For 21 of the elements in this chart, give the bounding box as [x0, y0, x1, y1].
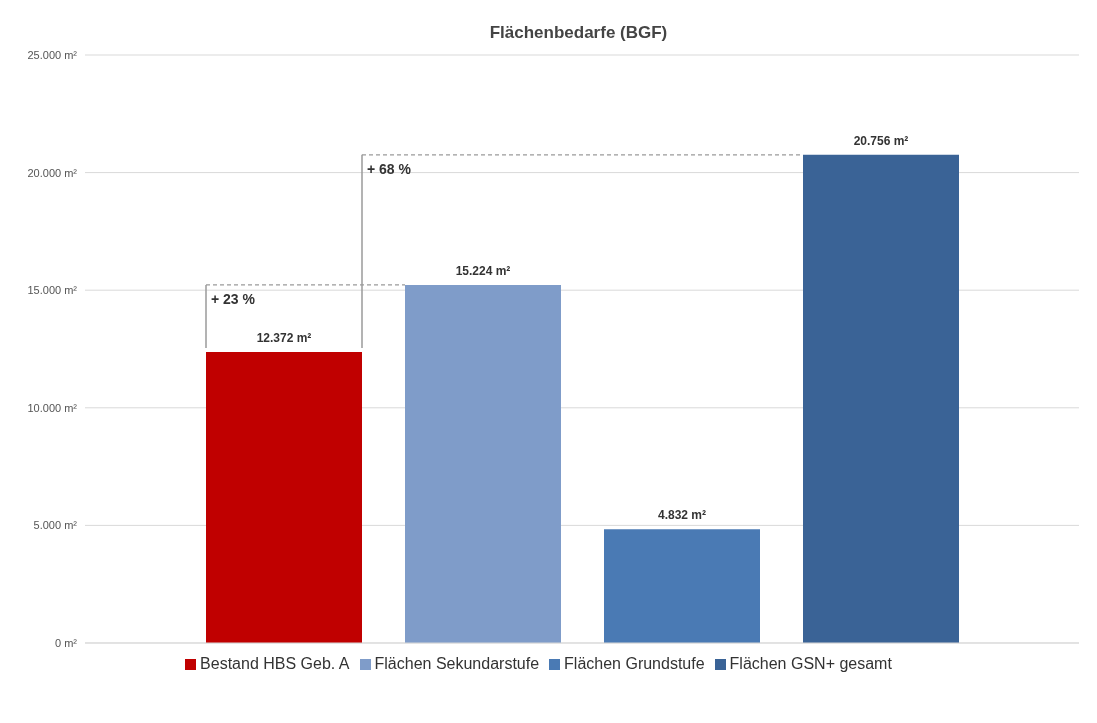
- bar: [405, 284, 561, 643]
- y-tick-label: 20.000 m²: [27, 166, 78, 179]
- bar: [604, 529, 760, 643]
- annotation: + 23 %: [211, 290, 256, 307]
- data-label: 4.832 m²: [657, 508, 707, 523]
- data-label: 20.756 m²: [853, 133, 909, 148]
- y-tick-label: 10.000 m²: [27, 401, 78, 414]
- chart-title: Flächenbedarfe (BGF): [489, 23, 668, 42]
- data-label: 15.224 m²: [455, 263, 511, 278]
- y-tick-label: 0 m²: [55, 636, 78, 649]
- y-tick-label: 25.000 m²: [27, 48, 78, 61]
- annotation: + 68 %: [367, 160, 412, 177]
- y-tick-label: 5.000 m²: [33, 519, 78, 532]
- legend-label: Flächen Grundstufe: [564, 655, 705, 672]
- bar: [206, 352, 362, 643]
- y-tick-label: 15.000 m²: [27, 284, 78, 297]
- legend-label: Bestand HBS Geb. A: [200, 655, 350, 672]
- legend-label: Flächen GSN+ gesamt: [729, 655, 892, 672]
- bar: [803, 154, 959, 643]
- legend-label: Flächen Sekundarstufe: [374, 655, 540, 672]
- data-label: 12.372 m²: [256, 331, 312, 346]
